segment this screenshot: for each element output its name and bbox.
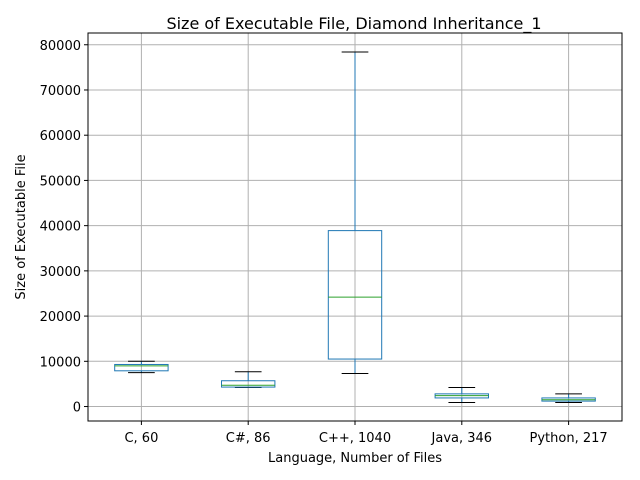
y-tick-label: 80000 — [40, 39, 81, 54]
y-tick-label: 50000 — [40, 174, 81, 189]
y-tick-label: 20000 — [40, 310, 81, 325]
x-axis-ticks: C, 60 C#, 86 C++, 1040 Java, 346 Python, 217 — [124, 421, 608, 446]
box-2 — [327, 51, 383, 375]
iqr-box — [327, 230, 383, 360]
x-tick-label: C++, 1040 — [319, 431, 391, 446]
x-tick-label: Java, 346 — [431, 431, 493, 446]
x-tick-label: C#, 86 — [226, 431, 271, 446]
y-tick-label: 60000 — [40, 129, 81, 144]
iqr-box — [221, 380, 276, 388]
x-tick-label: Python, 217 — [530, 431, 608, 446]
y-tick-label: 0 — [73, 401, 81, 416]
x-tick-label: C, 60 — [124, 431, 158, 446]
y-tick-label: 10000 — [40, 355, 81, 370]
y-axis-label: Size of Executable File — [14, 154, 29, 299]
box-4 — [541, 393, 596, 403]
box-0 — [114, 360, 169, 374]
x-axis-label: Language, Number of Files — [268, 451, 442, 466]
box-3 — [434, 387, 490, 403]
y-tick-label: 40000 — [40, 220, 81, 235]
y-axis-ticks: 0 10000 20000 30000 40000 50000 60000 70000 8000… — [40, 39, 88, 416]
chart-title: Size of Executable File, Diamond Inherit… — [166, 14, 541, 34]
y-tick-label: 30000 — [40, 265, 81, 280]
boxes — [114, 51, 596, 403]
box-1 — [221, 371, 276, 389]
iqr-box — [114, 363, 169, 372]
y-tick-label: 70000 — [40, 84, 81, 99]
